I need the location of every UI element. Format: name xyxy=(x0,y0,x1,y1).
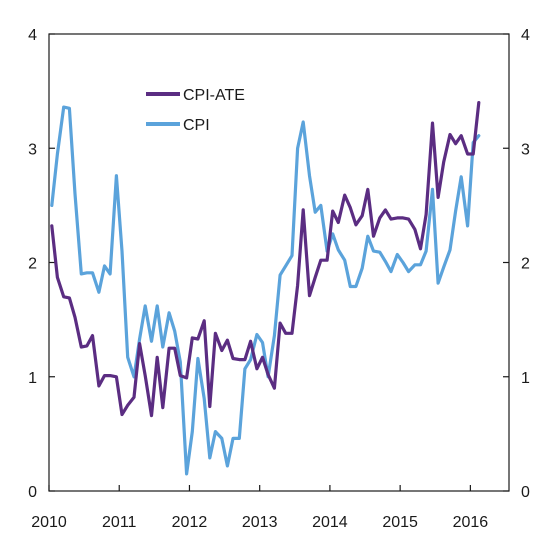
y-tick-label-right: 4 xyxy=(521,27,530,44)
y-tick-label-right: 2 xyxy=(521,256,530,273)
x-tick-label: 2013 xyxy=(242,514,278,531)
plot-frame xyxy=(48,33,510,492)
y-tick-label-left: 4 xyxy=(28,27,37,44)
x-tick-label: 2016 xyxy=(453,514,489,531)
y-tick-label-right: 3 xyxy=(521,141,530,158)
legend-label-cpi-ate: CPI-ATE xyxy=(183,87,245,104)
axis-ticks: 0 0 1 1 2 2 3 3 4 4 2010 2011 2012 2013 2014 2015 2016 xyxy=(28,27,530,531)
series-line-cpi xyxy=(50,105,481,476)
x-tick-label: 2015 xyxy=(382,514,418,531)
series-line-cpi-ate xyxy=(50,100,481,418)
x-tick-label: 2010 xyxy=(31,514,67,531)
y-tick-label-left: 1 xyxy=(28,370,37,387)
y-tick-label-left: 2 xyxy=(28,256,37,273)
x-tick-label: 2014 xyxy=(312,514,348,531)
x-tick-label: 2011 xyxy=(102,514,137,531)
y-tick-label-right: 0 xyxy=(521,484,530,501)
series-layer xyxy=(50,100,481,476)
legend-label-cpi: CPI xyxy=(183,117,210,134)
y-tick-label-left: 0 xyxy=(28,484,37,501)
legend: CPI-ATE CPI xyxy=(146,87,245,134)
y-tick-label-left: 3 xyxy=(28,141,37,158)
y-tick-label-right: 1 xyxy=(521,370,530,387)
x-tick-label: 2012 xyxy=(172,514,208,531)
